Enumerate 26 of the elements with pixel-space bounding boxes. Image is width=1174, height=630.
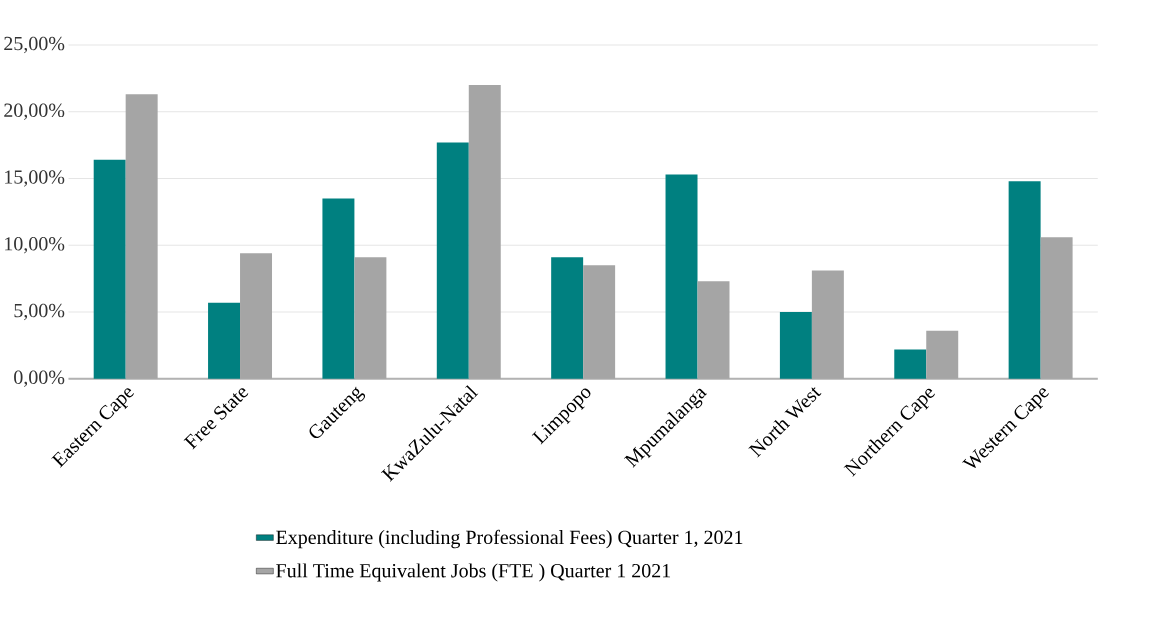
bar <box>240 253 273 379</box>
bar <box>436 142 469 379</box>
y-tick-label: 10,00% <box>5 237 65 254</box>
bar <box>697 281 730 379</box>
legend-label: Expenditure (including Professional Fees) Quarter 1, 2021 <box>276 530 743 549</box>
bar <box>779 312 812 379</box>
y-tick-label: 25,00% <box>4 36 65 54</box>
bar <box>583 265 616 379</box>
bar <box>1040 237 1073 379</box>
bar <box>894 349 927 379</box>
bar <box>811 270 844 379</box>
legend-label: Full Time Equivalent Jobs (FTE ) Quarter 1 2021 <box>276 563 671 582</box>
bar <box>665 174 698 379</box>
bar <box>1008 181 1041 379</box>
bar <box>208 302 241 379</box>
y-tick-label: 15,00% <box>5 170 65 187</box>
bar <box>93 160 126 379</box>
bar <box>322 198 355 379</box>
y-tick-label: 0,00% <box>14 370 65 388</box>
bar <box>926 330 959 379</box>
bar <box>551 257 584 379</box>
bar <box>125 94 158 379</box>
y-tick-label: 5,00% <box>14 304 65 321</box>
bar <box>468 85 501 379</box>
y-tick-label: 20,00% <box>4 103 65 121</box>
bar <box>354 257 387 379</box>
